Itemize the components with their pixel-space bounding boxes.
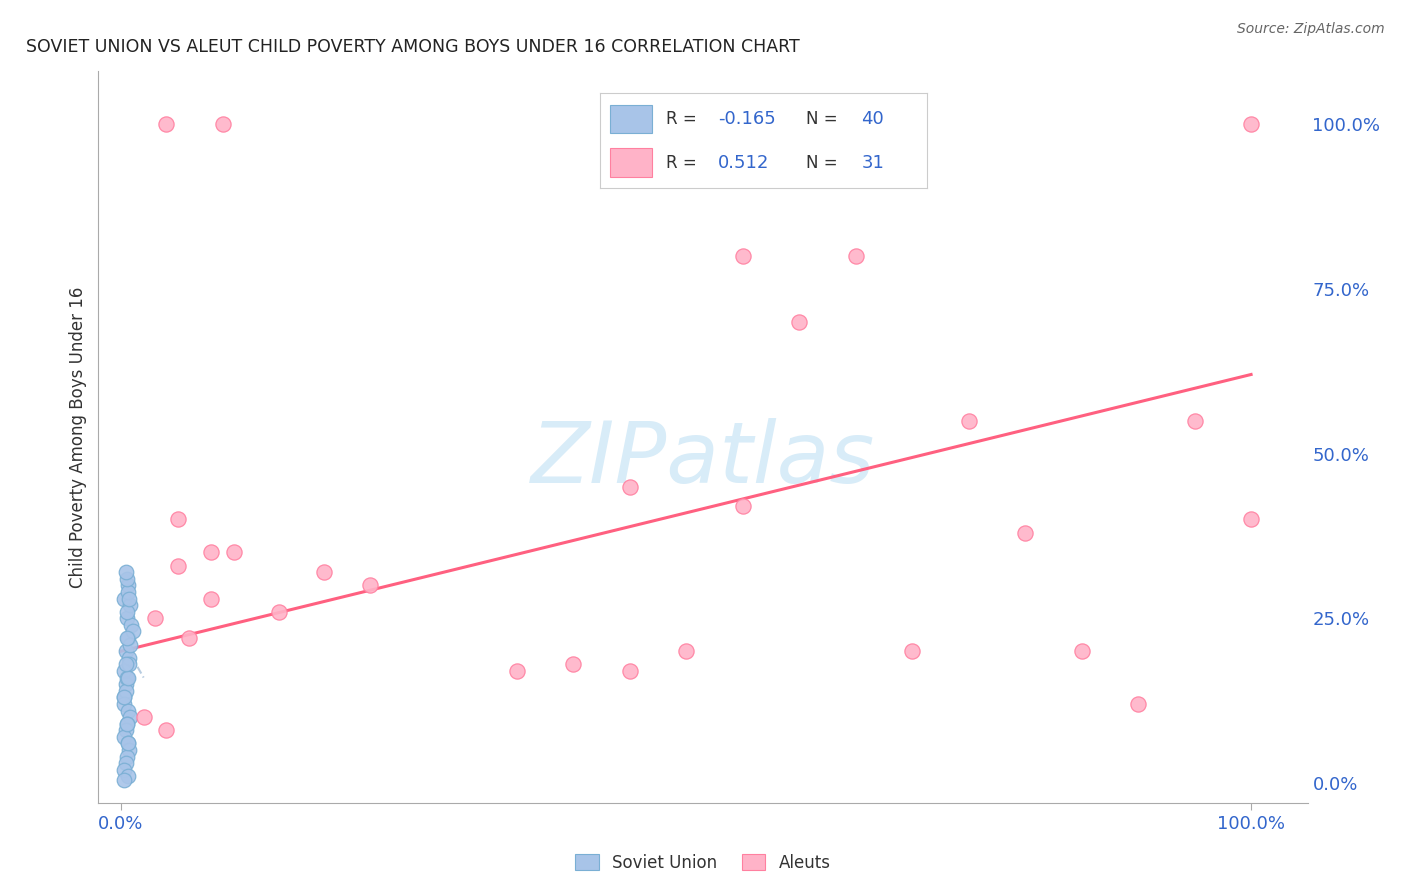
FancyBboxPatch shape <box>610 148 652 177</box>
Point <box>120 710 142 724</box>
Point <box>120 618 142 632</box>
Y-axis label: Child Poverty Among Boys Under 16: Child Poverty Among Boys Under 16 <box>69 286 87 588</box>
Legend: Soviet Union, Aleuts: Soviet Union, Aleuts <box>568 847 838 879</box>
Point <box>1126 697 1149 711</box>
Point <box>505 664 527 678</box>
Point <box>359 578 381 592</box>
Point <box>120 638 142 652</box>
Point <box>1240 117 1263 131</box>
Point <box>1070 644 1092 658</box>
Point <box>112 690 135 705</box>
Text: ZIPatlas: ZIPatlas <box>531 417 875 500</box>
Point <box>118 650 141 665</box>
Point <box>1240 512 1263 526</box>
Point <box>112 697 135 711</box>
Point <box>114 723 136 738</box>
Point <box>112 763 135 777</box>
Point <box>619 479 641 493</box>
Text: R =: R = <box>665 153 702 172</box>
Point <box>114 565 136 579</box>
Point <box>1014 525 1036 540</box>
Text: 0.512: 0.512 <box>717 153 769 172</box>
Point <box>117 704 139 718</box>
Point <box>166 558 188 573</box>
Point <box>132 710 155 724</box>
Point <box>115 716 138 731</box>
Point <box>115 611 138 625</box>
Point <box>114 683 136 698</box>
Point <box>118 657 141 672</box>
Text: Source: ZipAtlas.com: Source: ZipAtlas.com <box>1237 22 1385 37</box>
Point <box>120 598 142 612</box>
Point <box>731 500 754 514</box>
Point <box>562 657 585 672</box>
Point <box>269 605 291 619</box>
Point <box>155 117 177 131</box>
Text: N =: N = <box>806 110 842 128</box>
Point <box>115 671 138 685</box>
Point <box>114 644 136 658</box>
Point <box>112 591 135 606</box>
Point <box>314 565 336 579</box>
Point <box>115 631 138 645</box>
Point <box>114 677 136 691</box>
Point <box>112 730 135 744</box>
Point <box>115 605 138 619</box>
Point <box>117 578 139 592</box>
Point <box>117 737 139 751</box>
Point <box>155 723 177 738</box>
Point <box>675 644 697 658</box>
Point <box>115 716 138 731</box>
Point <box>115 749 138 764</box>
Point <box>114 756 136 771</box>
Text: SOVIET UNION VS ALEUT CHILD POVERTY AMONG BOYS UNDER 16 CORRELATION CHART: SOVIET UNION VS ALEUT CHILD POVERTY AMON… <box>25 38 800 56</box>
Text: R =: R = <box>665 110 702 128</box>
Point <box>115 572 138 586</box>
Point <box>222 545 245 559</box>
Point <box>118 591 141 606</box>
Point <box>200 591 222 606</box>
Text: 40: 40 <box>862 110 884 128</box>
Text: N =: N = <box>806 153 842 172</box>
Text: 31: 31 <box>862 153 884 172</box>
Point <box>112 690 135 705</box>
Point <box>731 249 754 263</box>
Point <box>957 414 980 428</box>
Point <box>845 249 868 263</box>
Point <box>117 769 139 783</box>
Point <box>122 624 145 639</box>
Point <box>619 664 641 678</box>
Point <box>901 644 924 658</box>
Point <box>112 664 135 678</box>
Point <box>143 611 166 625</box>
Point <box>118 743 141 757</box>
Point <box>117 631 139 645</box>
Point <box>177 631 200 645</box>
Point <box>200 545 222 559</box>
Point <box>117 585 139 599</box>
Point <box>117 671 139 685</box>
Point <box>112 772 135 787</box>
FancyBboxPatch shape <box>610 104 652 133</box>
Text: -0.165: -0.165 <box>717 110 776 128</box>
Point <box>166 512 188 526</box>
Point <box>211 117 233 131</box>
Point <box>117 737 139 751</box>
Point <box>1184 414 1206 428</box>
Point <box>787 315 810 329</box>
Point <box>114 657 136 672</box>
